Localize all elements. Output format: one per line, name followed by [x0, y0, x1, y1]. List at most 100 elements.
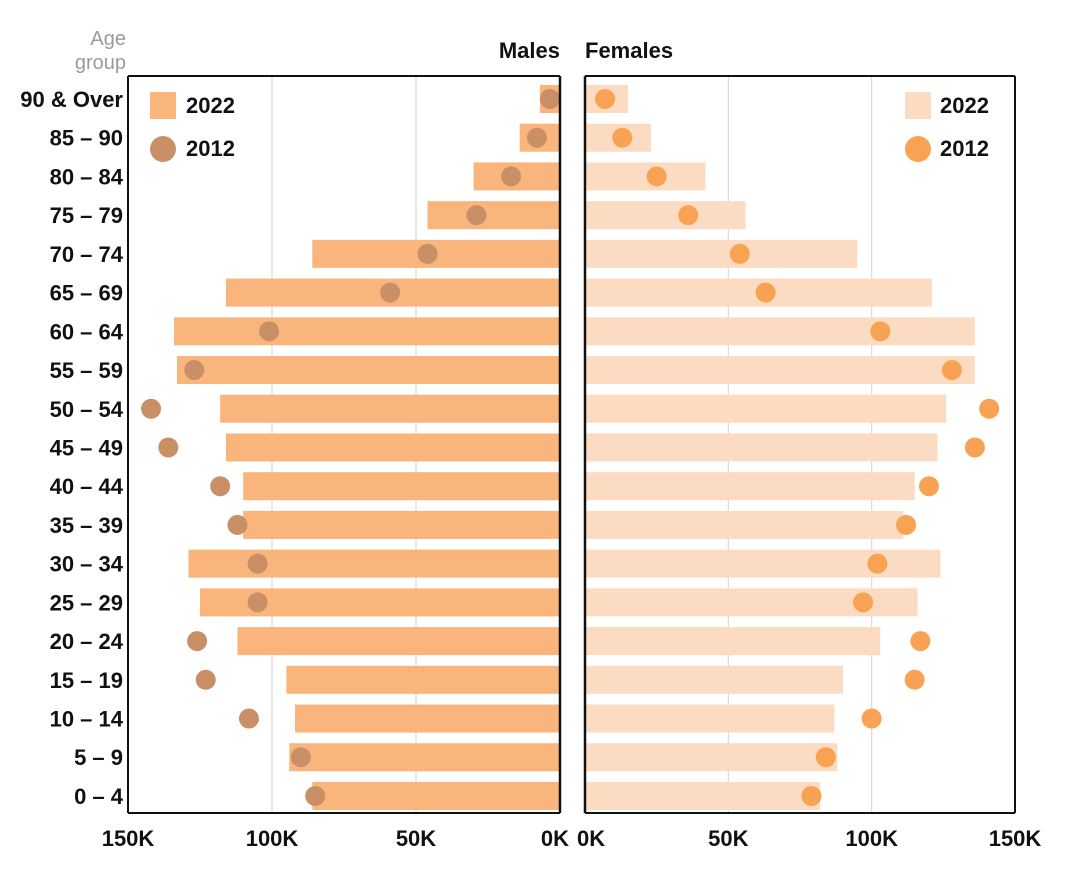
females-2022-bar	[585, 627, 881, 656]
females-2022-bar	[585, 201, 746, 230]
females-legend-dot-swatch	[905, 136, 931, 162]
females-legend-bar-swatch	[905, 92, 931, 119]
females-2012-dot	[612, 127, 633, 148]
males-2022-bar	[295, 704, 560, 733]
females-2012-dot	[646, 166, 667, 187]
age-group-label: 15 – 19	[50, 668, 123, 693]
age-group-label: 45 – 49	[50, 435, 123, 460]
males-2022-bar	[176, 356, 560, 385]
females-2022-bar	[585, 743, 838, 772]
males-2012-dot	[526, 127, 547, 148]
age-group-label: 90 & Over	[20, 87, 123, 112]
females-2012-dot	[678, 205, 699, 226]
x-tick-males: 100K	[246, 826, 299, 851]
females-2012-dot	[815, 747, 836, 768]
females-legend-bar-label: 2022	[940, 93, 989, 118]
females-2012-dot	[904, 669, 925, 690]
males-2012-dot	[380, 282, 401, 303]
age-group-label: 65 – 69	[50, 281, 123, 306]
males-legend: 2022 2012	[150, 92, 235, 162]
x-tick-females: 150K	[989, 826, 1042, 851]
females-2012-dot	[979, 398, 1000, 419]
females-2012-dot	[853, 592, 874, 613]
males-2012-dot	[247, 553, 268, 574]
x-tick-females: 0K	[577, 826, 605, 851]
females-2012-dot	[896, 514, 917, 535]
age-group-label: 60 – 64	[50, 319, 124, 344]
age-group-label: 5 – 9	[74, 745, 123, 770]
males-2022-bar	[225, 433, 561, 462]
males-2012-dot	[305, 785, 326, 806]
females-legend-dot-label: 2012	[940, 136, 989, 161]
males-2022-bar	[243, 510, 560, 539]
age-group-label: 85 – 90	[50, 126, 123, 151]
x-tick-labels: 150K 100K 50K 0K 0K 50K 100K 150K	[102, 826, 1042, 851]
age-group-label: 30 – 34	[50, 552, 124, 577]
males-2012-dot	[290, 747, 311, 768]
males-2012-dot	[227, 514, 248, 535]
males-legend-bar-label: 2022	[186, 93, 235, 118]
x-tick-males: 0K	[541, 826, 569, 851]
females-2012-dot	[867, 553, 888, 574]
males-2012-dot	[158, 437, 179, 458]
age-group-label: 10 – 14	[50, 707, 124, 732]
males-2012-dot	[184, 360, 205, 381]
females-2022-bar	[585, 356, 975, 385]
females-2022-bar	[585, 317, 975, 346]
males-2022-bar	[286, 665, 560, 694]
age-group-label: 20 – 24	[50, 629, 124, 654]
females-2022-bar	[585, 472, 915, 501]
x-tick-females: 50K	[708, 826, 748, 851]
males-2022-bar	[188, 549, 561, 578]
y-axis-label-line2: group	[75, 52, 126, 74]
females-2012-dot	[755, 282, 776, 303]
plot-frames	[127, 75, 1016, 814]
x-tick-females: 100K	[845, 826, 898, 851]
males-2012-dot	[187, 631, 208, 652]
males-2012-dot	[210, 476, 231, 497]
females-2012-dot	[801, 785, 822, 806]
males-2022-bar	[174, 317, 560, 346]
males-2012-dot	[259, 321, 280, 342]
bars	[174, 85, 975, 810]
age-group-label: 55 – 59	[50, 358, 123, 383]
males-2012-dot	[238, 708, 259, 729]
females-2022-bar	[585, 433, 938, 462]
males-2022-bar	[243, 472, 560, 501]
males-legend-dot-swatch	[150, 136, 176, 162]
females-2022-bar	[585, 239, 858, 268]
females-2012-dot	[941, 360, 962, 381]
males-2022-bar	[427, 201, 560, 230]
males-2022-bar	[237, 627, 560, 656]
females-2012-dot	[595, 89, 616, 109]
females-2022-bar	[585, 162, 706, 191]
males-title: Males	[499, 38, 560, 63]
females-title: Females	[585, 38, 673, 63]
males-2012-dot	[466, 205, 487, 226]
age-group-label: 70 – 74	[50, 242, 124, 267]
males-2022-bar	[312, 781, 560, 810]
females-legend: 2022 2012	[905, 92, 989, 162]
females-2022-bar	[585, 781, 821, 810]
females-2022-bar	[585, 394, 947, 423]
males-2012-dot	[539, 89, 560, 109]
males-2012-dot	[501, 166, 522, 187]
age-group-label: 40 – 44	[50, 474, 124, 499]
dots	[141, 89, 1000, 806]
age-group-label: 80 – 84	[50, 164, 124, 189]
males-2012-dot	[417, 243, 438, 264]
females-2012-dot	[861, 708, 882, 729]
females-2012-dot	[964, 437, 985, 458]
age-labels: 90 & Over 85 – 90 80 – 84 75 – 79 70 – 74 65 …	[20, 87, 123, 809]
males-2022-bar	[289, 743, 560, 772]
females-2022-bar	[585, 704, 835, 733]
females-2012-dot	[919, 476, 939, 497]
males-2022-bar	[220, 394, 560, 423]
age-group-label: 50 – 54	[50, 397, 124, 422]
males-2012-dot	[195, 669, 216, 690]
x-tick-males: 150K	[102, 826, 155, 851]
age-group-label: 35 – 39	[50, 513, 123, 538]
age-group-label: 0 – 4	[74, 784, 124, 809]
y-axis-label-line1: Age	[90, 28, 126, 50]
males-2012-dot	[247, 592, 268, 613]
